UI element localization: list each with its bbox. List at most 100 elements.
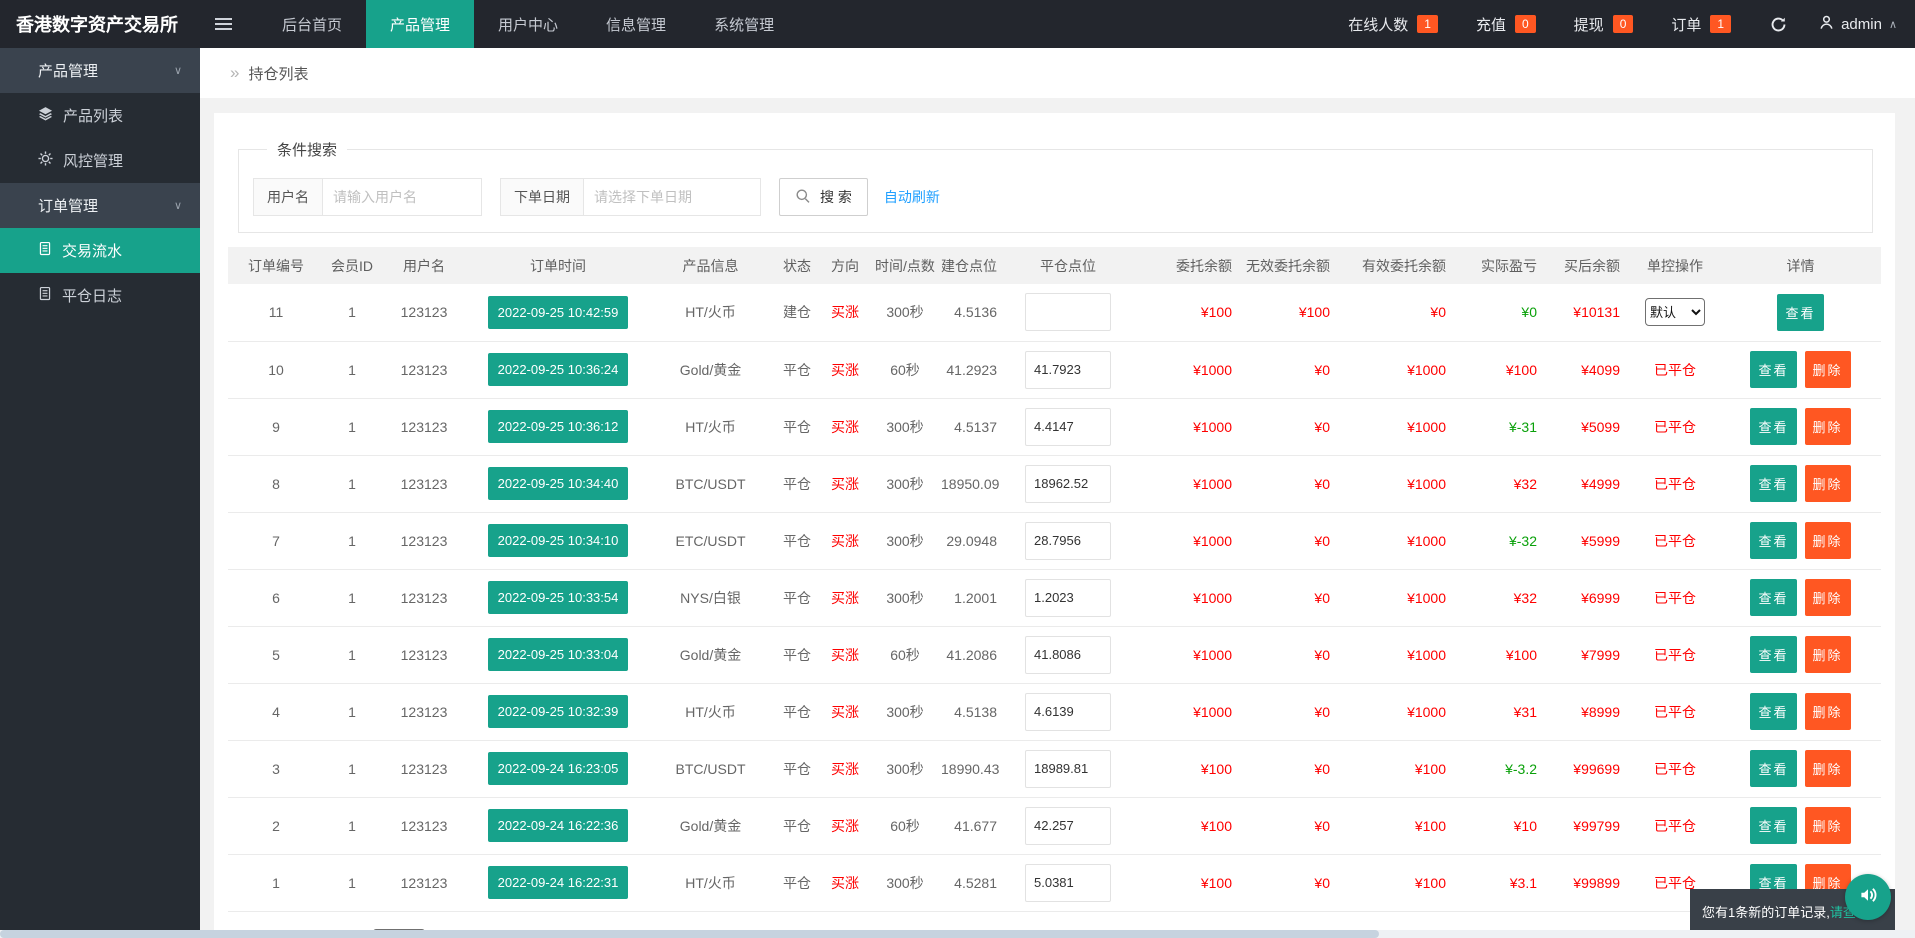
close-point-input[interactable]	[1025, 521, 1111, 560]
sound-notification-button[interactable]	[1845, 874, 1891, 920]
cell-member-id: 1	[324, 341, 380, 399]
cell-open-point: 41.677	[941, 797, 1007, 855]
cell-direction: 买涨	[821, 569, 869, 627]
nav-menu: 后台首页 产品管理 用户中心 信息管理 系统管理	[258, 0, 798, 48]
cell-open-point: 4.5136	[941, 284, 1007, 342]
view-button[interactable]: 查看	[1777, 293, 1824, 331]
username-input[interactable]	[322, 178, 482, 216]
order-time-badge: 2022-09-25 10:34:40	[487, 467, 629, 500]
sidebar-section-产品管理[interactable]: 产品管理 ∨	[0, 48, 200, 93]
gear-icon	[38, 151, 53, 170]
table-row: 10 1 123123 2022-09-25 10:36:24 Gold/黄金 平仓 买涨 6…	[228, 341, 1881, 399]
cell-close-point	[1007, 626, 1129, 684]
layers-icon	[38, 106, 53, 125]
admin-menu[interactable]: admin ∧	[1807, 15, 1897, 34]
cell-order-time: 2022-09-24 16:22:31	[468, 854, 648, 912]
refresh-icon[interactable]	[1750, 16, 1807, 33]
cell-product: HT/火币	[648, 398, 773, 456]
nav-item-产品管理[interactable]: 产品管理	[366, 0, 475, 48]
cell-after-balance: ¥6999	[1547, 569, 1630, 627]
delete-button[interactable]: 删除	[1804, 693, 1851, 730]
cell-actions: 查看 删除	[1720, 683, 1881, 741]
delete-button[interactable]: 删除	[1804, 636, 1851, 673]
close-point-input[interactable]	[1025, 863, 1111, 902]
sidebar-section-订单管理[interactable]: 订单管理 ∨	[0, 183, 200, 228]
view-button[interactable]: 查看	[1750, 351, 1797, 388]
closed-status-label: 已平仓	[1654, 874, 1696, 891]
column-header-状态: 状态	[773, 247, 821, 284]
cell-profit: ¥32	[1456, 569, 1547, 627]
sidebar-item-交易流水[interactable]: 交易流水	[0, 228, 200, 273]
delete-button[interactable]: 删除	[1804, 579, 1851, 616]
cell-control: 已平仓	[1630, 854, 1720, 912]
nav-item-系统管理[interactable]: 系统管理	[714, 16, 775, 34]
closed-status-label: 已平仓	[1654, 703, 1696, 720]
close-point-input[interactable]	[1025, 350, 1111, 389]
cell-direction: 买涨	[821, 512, 869, 570]
delete-button[interactable]: 删除	[1804, 807, 1851, 844]
cell-order-time: 2022-09-24 16:22:36	[468, 797, 648, 855]
navbar-stat-在线人数[interactable]: 在线人数 1	[1329, 14, 1457, 35]
view-button[interactable]: 查看	[1750, 807, 1797, 844]
cell-close-point	[1007, 398, 1129, 456]
cell-product: BTC/USDT	[648, 740, 773, 798]
view-button[interactable]: 查看	[1750, 465, 1797, 502]
delete-button[interactable]: 删除	[1804, 408, 1851, 445]
navbar-stat-充值[interactable]: 充值 0	[1457, 14, 1555, 35]
hamburger-menu-icon[interactable]	[200, 0, 246, 48]
horizontal-scrollbar[interactable]	[0, 930, 1915, 938]
order-date-group: 下单日期	[500, 178, 761, 216]
cell-order-id: 1	[228, 854, 324, 912]
cell-order-time: 2022-09-25 10:36:12	[468, 398, 648, 456]
stat-label: 提现	[1573, 16, 1604, 34]
view-button[interactable]: 查看	[1750, 750, 1797, 787]
search-button[interactable]: 搜 索	[779, 178, 868, 216]
sidebar-item-平仓日志[interactable]: 平仓日志	[0, 273, 200, 318]
order-time-badge: 2022-09-25 10:42:59	[487, 295, 629, 329]
delete-button[interactable]: 删除	[1804, 465, 1851, 502]
cell-product: HT/火币	[648, 683, 773, 741]
view-button[interactable]: 查看	[1750, 522, 1797, 559]
nav-item-用户中心[interactable]: 用户中心	[498, 16, 559, 34]
close-point-input[interactable]	[1025, 692, 1111, 731]
close-point-input[interactable]	[1025, 635, 1111, 674]
speaker-icon	[1857, 884, 1879, 911]
view-button[interactable]: 查看	[1750, 408, 1797, 445]
view-button[interactable]: 查看	[1750, 579, 1797, 616]
order-time-badge: 2022-09-25 10:36:12	[487, 410, 629, 443]
view-button[interactable]: 查看	[1750, 693, 1797, 730]
order-date-input[interactable]	[583, 178, 761, 216]
navbar-stat-订单[interactable]: 订单 1	[1652, 14, 1750, 35]
close-point-input[interactable]	[1025, 749, 1111, 788]
control-select[interactable]: 默认	[1645, 298, 1705, 327]
cell-member-id: 1	[324, 455, 380, 513]
positions-table: 订单编号 会员ID 用户名 订单时间 产品信息 状态 方向 时间/点数 建仓点位 平仓点位 委托余额…	[228, 247, 1881, 912]
close-point-input[interactable]	[1025, 293, 1111, 332]
cell-order-time: 2022-09-25 10:33:04	[468, 626, 648, 684]
cell-after-balance: ¥99699	[1547, 740, 1630, 798]
cell-close-point	[1007, 341, 1129, 399]
nav-item-后台首页[interactable]: 后台首页	[282, 16, 343, 34]
breadcrumb: » 持仓列表	[200, 48, 1915, 98]
cell-valid-entrust: ¥1000	[1340, 626, 1456, 684]
close-point-input[interactable]	[1025, 806, 1111, 845]
cell-after-balance: ¥4099	[1547, 341, 1630, 399]
view-button[interactable]: 查看	[1750, 636, 1797, 673]
navbar-stat-提现[interactable]: 提现 0	[1555, 14, 1653, 35]
close-point-input[interactable]	[1025, 407, 1111, 446]
delete-button[interactable]: 删除	[1804, 750, 1851, 787]
cell-entrust-balance: ¥100	[1129, 284, 1242, 342]
auto-refresh-link[interactable]: 自动刷新	[883, 189, 940, 205]
nav-item-信息管理[interactable]: 信息管理	[606, 16, 667, 34]
scrollbar-thumb[interactable]	[0, 930, 1379, 938]
close-point-input[interactable]	[1025, 578, 1111, 617]
close-point-input[interactable]	[1025, 464, 1111, 503]
sidebar-item-产品列表[interactable]: 产品列表	[0, 93, 200, 138]
delete-button[interactable]: 删除	[1804, 351, 1851, 388]
table-row: 9 1 123123 2022-09-25 10:36:12 HT/火币 平仓 买涨 300秒…	[228, 398, 1881, 456]
stat-label: 订单	[1671, 16, 1702, 34]
sidebar-item-风控管理[interactable]: 风控管理	[0, 138, 200, 183]
delete-button[interactable]: 删除	[1804, 522, 1851, 559]
cell-actions: 查看	[1720, 284, 1881, 342]
stat-count-badge: 0	[1514, 15, 1536, 33]
